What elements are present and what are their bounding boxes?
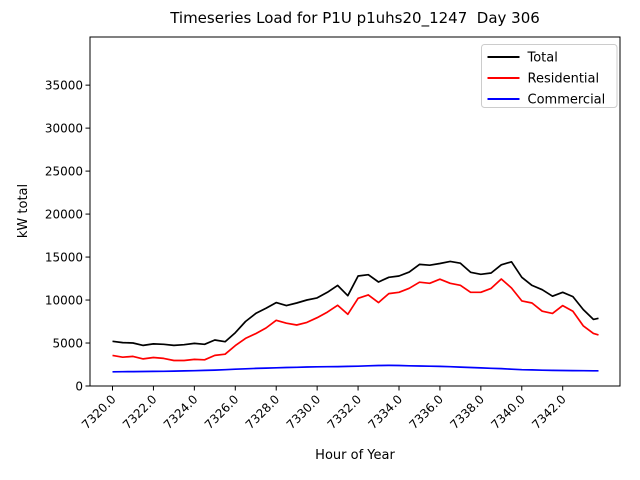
x-tick-label: 7340.0 xyxy=(488,392,528,432)
series-line-commercial xyxy=(112,364,599,373)
x-axis-ticks: 7320.0 7322.0 7324.0 7326.0 7328.0 7330.0 7332… xyxy=(79,386,569,432)
plot-area-frame xyxy=(89,36,621,387)
series-line-total xyxy=(112,260,599,347)
x-tick-label: 7320.0 xyxy=(79,392,119,432)
x-tick-label: 7334.0 xyxy=(366,392,406,432)
x-tick-label: 7326.0 xyxy=(202,392,242,432)
y-tick-label: 35000 xyxy=(45,79,83,93)
legend-label-total: Total xyxy=(527,51,558,66)
legend-box: Total Residential Commercial xyxy=(481,44,618,108)
x-tick-label: 7330.0 xyxy=(284,392,324,432)
y-tick-label: 30000 xyxy=(45,122,83,136)
y-axis-ticks: 0 5000 10000 15000 20000 25000 30000 35000 xyxy=(45,79,90,394)
y-tick-label: 0 xyxy=(75,380,83,394)
series-line-residential xyxy=(112,278,599,362)
y-tick-label: 25000 xyxy=(45,165,83,179)
y-tick-label: 5000 xyxy=(52,337,83,351)
x-tick-label: 7328.0 xyxy=(243,392,283,432)
legend-label-residential: Residential xyxy=(528,72,600,87)
x-tick-label: 7338.0 xyxy=(447,392,487,432)
x-tick-label: 7324.0 xyxy=(161,392,201,432)
legend-label-commercial: Commercial xyxy=(528,93,606,108)
x-tick-label: 7336.0 xyxy=(406,392,446,432)
data-series-lines xyxy=(112,260,599,373)
x-tick-label: 7322.0 xyxy=(120,392,160,432)
y-tick-label: 15000 xyxy=(45,251,83,265)
chart-title: Timeseries Load for P1U p1uhs20_1247 Day… xyxy=(169,9,540,28)
x-tick-label: 7332.0 xyxy=(325,392,365,432)
x-axis-label: Hour of Year xyxy=(315,448,395,463)
y-tick-label: 10000 xyxy=(45,294,83,308)
y-tick-label: 20000 xyxy=(45,208,83,222)
x-tick-label: 7342.0 xyxy=(529,392,569,432)
y-axis-label: kW total xyxy=(16,184,31,238)
legend-frame xyxy=(481,44,618,108)
